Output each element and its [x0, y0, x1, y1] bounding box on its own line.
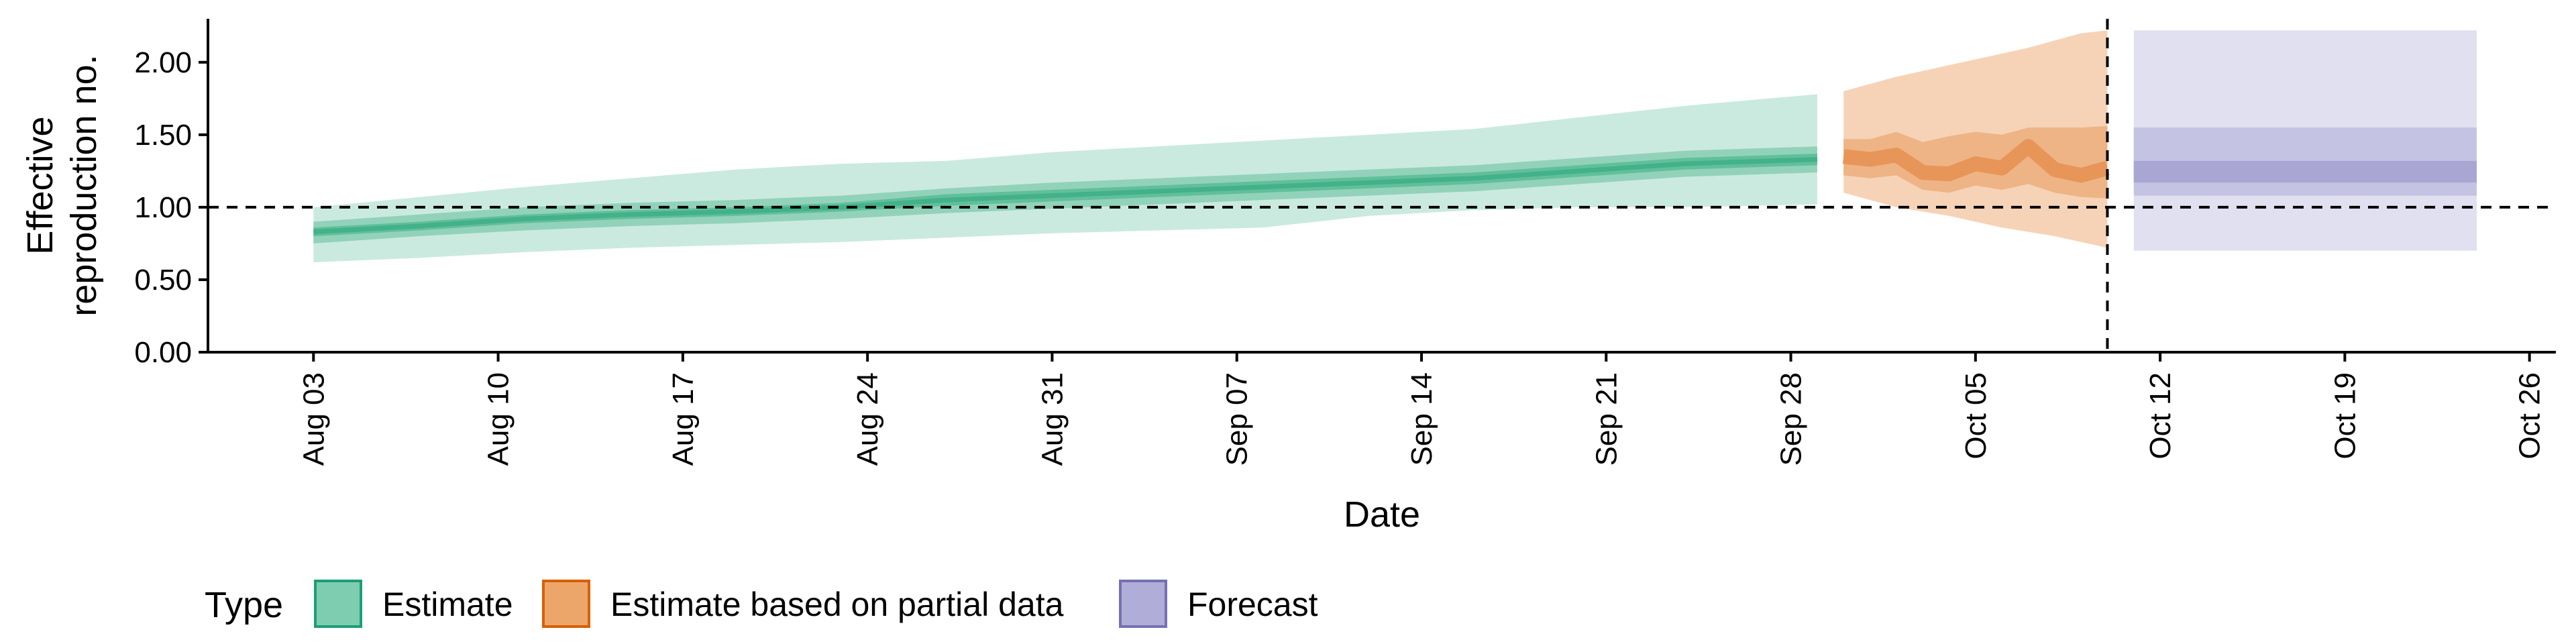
x-tick-label: Oct 12	[2144, 372, 2177, 460]
x-tick-label: Aug 17	[667, 372, 700, 466]
y-axis-title-line2: reproduction no.	[64, 54, 104, 316]
legend-label: Estimate	[382, 586, 513, 623]
y-tick-label: 2.00	[134, 46, 192, 79]
legend-label: Estimate based on partial data	[610, 586, 1064, 623]
x-tick-label: Aug 24	[851, 372, 884, 466]
lines-layer	[313, 139, 2110, 235]
x-axis-title: Date	[1344, 494, 1420, 535]
legend: Type Estimate Estimate based on partial da…	[205, 580, 1318, 628]
labels-layer: 0.00 0.50 1.00 1.50 2.00 Aug 03 Aug 10 Aug 17 Au…	[20, 46, 2546, 535]
legend-label: Forecast	[1187, 586, 1318, 623]
x-tick-label: Sep 14	[1405, 372, 1438, 466]
partial-median-line	[1843, 139, 2110, 183]
x-tick-label: Oct 19	[2328, 372, 2361, 460]
x-tick-label: Sep 28	[1775, 372, 1808, 466]
axes-layer	[199, 19, 2556, 362]
x-tick-label: Aug 10	[482, 372, 515, 466]
y-axis-title-line1: Effective	[20, 116, 60, 254]
x-tick-label: Sep 07	[1221, 372, 1254, 466]
x-tick-label: Aug 31	[1036, 372, 1069, 466]
y-tick-label: 0.00	[134, 336, 192, 369]
y-tick-label: 0.50	[134, 264, 192, 297]
estimate-median-line	[313, 157, 1818, 235]
x-tick-label: Sep 21	[1590, 372, 1623, 466]
x-tick-label: Aug 03	[297, 372, 330, 466]
legend-swatch	[542, 580, 590, 628]
x-tick-label: Oct 26	[2514, 372, 2546, 460]
legend-title: Type	[205, 585, 283, 625]
y-tick-label: 1.00	[134, 191, 192, 224]
legend-swatch	[314, 580, 362, 628]
x-tick-label: Oct 05	[1960, 372, 1992, 460]
forecast-band-50	[2133, 160, 2477, 183]
bands-layer	[313, 30, 2477, 262]
y-tick-label: 1.50	[134, 119, 192, 152]
reference-lines	[208, 19, 2556, 352]
legend-swatch	[1119, 580, 1167, 628]
